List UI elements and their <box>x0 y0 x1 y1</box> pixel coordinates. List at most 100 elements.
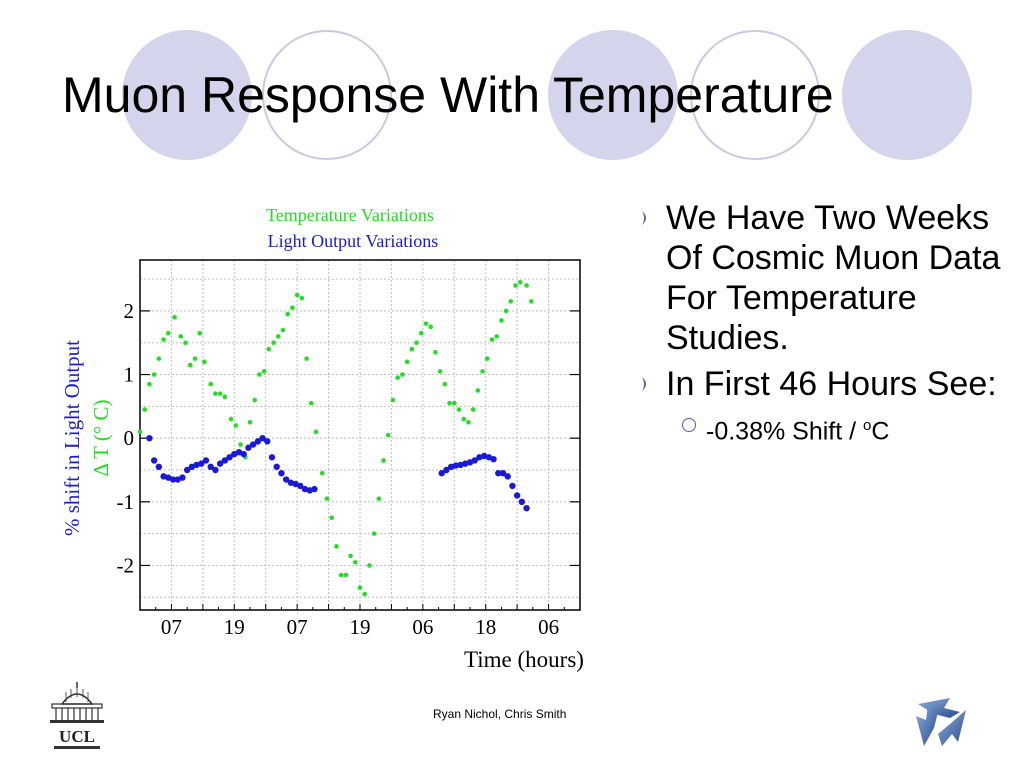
light-output-point <box>207 463 214 471</box>
chart-title-temperature: Temperature Variations <box>266 205 434 225</box>
temperature-point <box>247 419 253 425</box>
light-output-point <box>245 444 252 451</box>
light-output-point <box>198 460 205 467</box>
temperature-point <box>142 407 148 412</box>
temperature-point <box>329 515 335 521</box>
temperature-point <box>437 369 443 374</box>
chart-grid <box>140 260 580 610</box>
temperature-point <box>217 391 223 396</box>
slide-title: Muon Response With Temperature <box>62 67 834 123</box>
temperature-point <box>299 295 305 301</box>
decor-circle-5 <box>842 30 972 160</box>
temperature-point <box>151 372 157 377</box>
decor-circle-2 <box>262 30 392 160</box>
temperature-point <box>348 553 353 559</box>
temperature-point <box>165 330 171 336</box>
bullet-item: In First 46 Hours See: <box>640 364 1010 404</box>
temperature-point <box>528 299 534 304</box>
bullet-arrow-icon <box>642 377 646 391</box>
temperature-point <box>513 283 518 288</box>
temperature-point <box>447 400 452 406</box>
temperature-point <box>517 279 523 285</box>
bullet-text: In First 46 Hours See: <box>666 365 997 403</box>
light-output-point <box>278 469 285 477</box>
light-output-point <box>183 466 191 474</box>
temperature-point <box>233 423 239 428</box>
temperature-point <box>228 416 234 422</box>
temperature-point <box>308 400 314 406</box>
light-output-point <box>221 457 229 464</box>
light-output-point <box>438 469 445 477</box>
light-output-point <box>155 463 163 471</box>
temperature-point <box>357 585 363 591</box>
temperature-point <box>475 388 481 393</box>
x-tick-label: 18 <box>475 615 496 639</box>
light-output-point <box>490 455 497 463</box>
temperature-point <box>304 356 309 361</box>
temperature-point <box>400 372 405 377</box>
x-tick-label: 19 <box>350 615 371 639</box>
light-output-point <box>523 504 530 512</box>
x-axis-label: Time (hours) <box>464 647 584 672</box>
light-output-point <box>513 492 521 499</box>
light-output-point <box>268 454 276 461</box>
chart-ticks <box>139 310 581 610</box>
temperature-point <box>192 356 198 361</box>
temperature-point <box>285 311 291 317</box>
temperature-point <box>524 283 529 288</box>
temperature-point <box>414 340 419 346</box>
light-output-point <box>443 466 450 474</box>
temperature-point <box>137 429 143 435</box>
temperature-point <box>470 407 476 412</box>
temperature-point <box>161 337 166 342</box>
temperature-point <box>280 327 286 333</box>
temperature-point <box>367 563 372 568</box>
y-tick-label: 1 <box>124 363 135 387</box>
sub-bullet-item: -0.38% Shift / oC <box>640 410 1010 447</box>
temperature-point <box>503 308 509 314</box>
sub-bullet-degree: o <box>863 417 872 434</box>
temperature-point <box>423 321 429 326</box>
temperature-point <box>252 397 258 403</box>
y-tick-label: -2 <box>117 553 135 577</box>
temperature-point <box>290 305 295 311</box>
temperature-point <box>461 416 467 422</box>
temperature-point <box>324 496 330 501</box>
temperature-point <box>294 292 300 298</box>
light-output-point <box>226 454 233 461</box>
x-tick-label: 07 <box>161 615 182 639</box>
temperature-point <box>343 572 349 578</box>
chart-title-light-output: Light Output Variations <box>268 231 439 251</box>
arrows-logo-icon <box>916 698 966 746</box>
temperature-point <box>334 544 339 549</box>
light-output-point <box>240 450 247 458</box>
chart-tick-labels: -2 -1 0 1 2 07 19 07 19 06 18 06 <box>117 299 560 639</box>
light-output-point <box>499 469 507 477</box>
temperature-point <box>442 381 448 387</box>
ucl-logo-text: UCL <box>59 727 95 746</box>
light-output-point <box>452 462 460 469</box>
light-output-point <box>212 466 219 474</box>
sub-bullet-unit: C <box>871 417 890 446</box>
bullet-text: We Have Two Weeks Of Cosmic Muon Data Fo… <box>666 199 1001 357</box>
light-output-point <box>202 457 210 464</box>
temperature-point <box>178 334 184 339</box>
temperature-point <box>319 470 325 476</box>
light-output-point <box>273 463 280 471</box>
temperature-point <box>187 362 193 368</box>
temperature-point <box>466 419 471 425</box>
light-output-point <box>150 457 158 464</box>
light-output-point <box>146 434 153 442</box>
temperature-point <box>404 359 410 365</box>
temperature-point <box>271 340 276 346</box>
temperature-point <box>257 372 262 377</box>
x-tick-label: 07 <box>287 615 308 639</box>
x-tick-label: 06 <box>538 615 559 639</box>
temperature-point <box>147 381 152 387</box>
light-output-point <box>254 438 262 445</box>
temperature-point <box>275 334 281 339</box>
bullet-arrow-icon <box>642 211 646 225</box>
y-tick-label: 0 <box>124 426 135 450</box>
decor-circle-1 <box>122 30 252 160</box>
light-output-point <box>495 469 502 477</box>
